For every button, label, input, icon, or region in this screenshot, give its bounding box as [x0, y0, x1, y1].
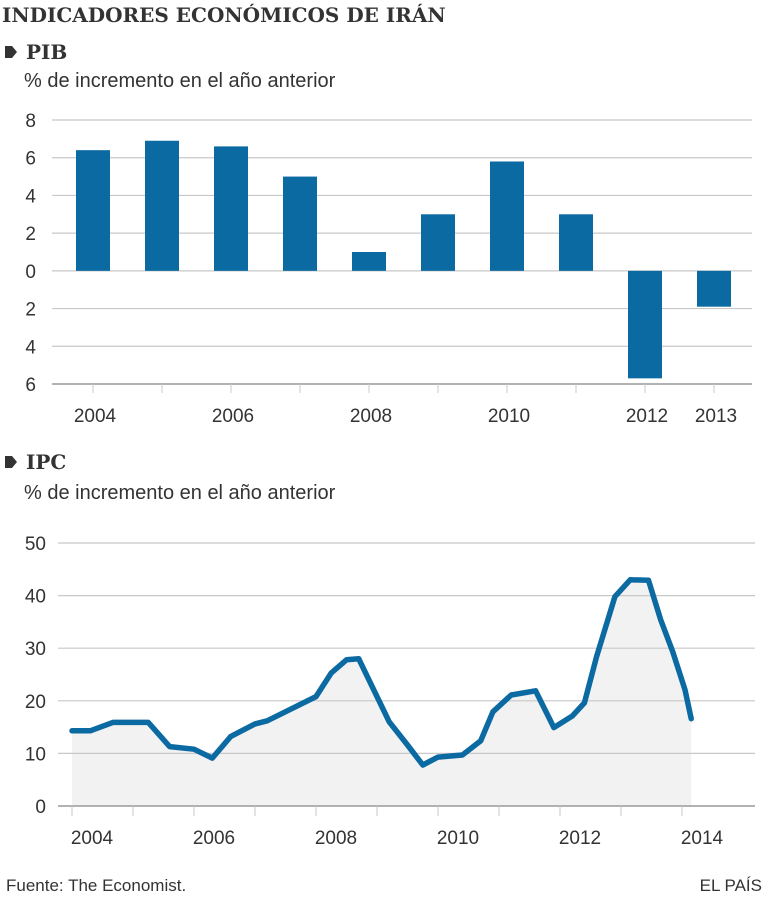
pib-bar: [214, 146, 248, 271]
ipc-y-tick-labels: 0 10 20 30 40 50: [25, 534, 46, 818]
pib-x-tick-label: 2006: [212, 406, 254, 427]
pib-section-header: PIB: [4, 40, 67, 64]
ipc-x-tick-label: 2006: [193, 828, 235, 849]
arrow-bullet-icon: [5, 456, 17, 468]
pib-bar: [490, 161, 524, 271]
ipc-line: [69, 577, 694, 768]
ipc-series-line: [69, 577, 694, 768]
pib-y-tick-labels: 8 6 4 2 0 2 4 6: [25, 111, 36, 396]
pib-bar: [628, 270, 662, 379]
pib-bar: [421, 214, 455, 271]
pib-x-tick-label: 2012: [626, 406, 668, 427]
pib-chart-subtitle: % de incremento en el año anterior: [24, 70, 336, 92]
pib-bar: [145, 140, 179, 271]
pib-bars: [76, 140, 731, 379]
ipc-section-header: IPC: [4, 450, 66, 474]
pib-y-tick-label: 6: [25, 375, 36, 396]
ipc-y-tick-label: 10: [25, 744, 46, 765]
page-title: INDICADORES ECONÓMICOS DE IRÁN: [2, 3, 446, 27]
pib-y-tick-label: 2: [25, 224, 36, 245]
ipc-x-tick-label: 2004: [71, 828, 114, 849]
pib-y-tick-label: 6: [25, 149, 36, 170]
pib-y-tick-label: 4: [25, 337, 36, 358]
ipc-y-tick-label: 20: [25, 692, 46, 713]
ipc-gridlines: [58, 542, 755, 807]
pib-x-tick-label: 2013: [695, 406, 737, 427]
ipc-area-fill: [72, 579, 692, 806]
ipc-area: [72, 579, 692, 806]
pib-y-tick-label: 4: [25, 186, 36, 207]
ipc-y-tick-label: 50: [25, 534, 46, 555]
pib-x-tick-label: 2008: [350, 406, 392, 427]
source-note: Fuente: The Economist.: [6, 876, 187, 895]
ipc-area-chart: 0 10 20 30 40 50 2004 2006 2008 2010 2012 2014: [25, 534, 755, 849]
pib-bar-chart: 8 6 4 2 0 2 4 6 2004 2006 2008 2010 2012 2013: [25, 111, 752, 427]
pib-y-tick-label: 2: [25, 300, 36, 321]
publisher-brand: EL PAÍS: [699, 876, 762, 895]
ipc-chart-title: IPC: [26, 450, 67, 474]
arrow-bullet-icon: [5, 46, 17, 58]
pib-bar: [283, 176, 317, 271]
ipc-chart-subtitle: % de incremento en el año anterior: [24, 482, 336, 504]
ipc-x-tick-label: 2012: [559, 828, 601, 849]
pib-bar: [697, 270, 731, 307]
ipc-y-tick-label: 0: [35, 797, 46, 818]
ipc-y-tick-label: 30: [25, 639, 46, 660]
ipc-x-tick-labels: 2004 2006 2008 2010 2012 2014: [71, 828, 724, 849]
pib-y-tick-label: 0: [25, 262, 36, 283]
pib-chart-title: PIB: [26, 40, 68, 64]
pib-bar: [76, 150, 110, 271]
pib-x-tick-label: 2010: [488, 406, 530, 427]
pib-bar: [559, 214, 593, 271]
ipc-x-tick-label: 2008: [315, 828, 357, 849]
ipc-x-axis: [71, 806, 683, 816]
pib-x-axis: [92, 384, 715, 393]
ipc-x-tick-label: 2014: [681, 828, 724, 849]
pib-x-tick-labels: 2004 2006 2008 2010 2012 2013: [74, 406, 737, 427]
pib-bar: [352, 252, 386, 271]
ipc-y-tick-label: 40: [25, 587, 46, 608]
ipc-x-tick-label: 2010: [437, 828, 479, 849]
pib-y-tick-label: 8: [25, 111, 36, 132]
pib-x-tick-label: 2004: [74, 406, 117, 427]
